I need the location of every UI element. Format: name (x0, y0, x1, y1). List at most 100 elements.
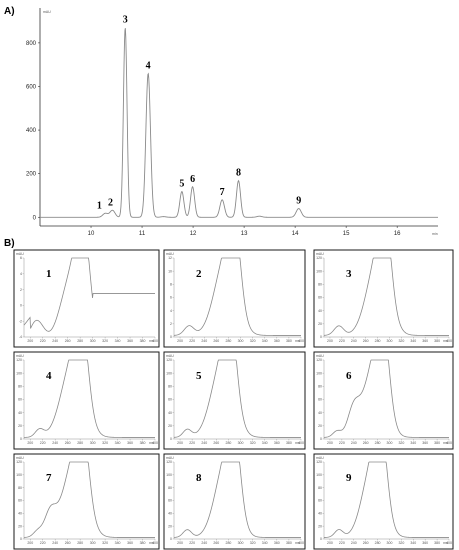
spectrum-x-unit: nm (295, 441, 300, 445)
spectrum-x-tick-label: 340 (115, 541, 121, 545)
peak-label-6: 6 (190, 174, 195, 185)
spectrum-y-tick-label: 60 (18, 398, 22, 402)
spectrum-x-tick-label: 320 (102, 541, 108, 545)
spectrum-x-tick-label: 340 (115, 441, 121, 445)
spectrum-label-5: 5 (196, 370, 202, 382)
spectrum-y-tick-label: 20 (18, 524, 22, 528)
spectrum-x-tick-label: 260 (363, 541, 369, 545)
spectrum-y-tick-label: 2 (170, 322, 172, 326)
spectrum-x-tick-label: 220 (40, 441, 46, 445)
spectrum-label-6: 6 (346, 370, 352, 382)
spectrum-x-tick-label: 260 (65, 441, 71, 445)
spectrum-x-tick-label: 200 (327, 541, 333, 545)
spectrum-y-tick-label: 40 (18, 512, 22, 516)
x-tick-label: 12 (190, 231, 197, 237)
spectrum-x-tick-label: 320 (398, 441, 404, 445)
spectrum-x-tick-label: 200 (177, 339, 183, 343)
spectrum-y-tick-label: 0 (170, 437, 172, 441)
spectrum-panel-1: 6 4 2 0 -2 -4 mAU 200 220 240 260 280 300 320 340 360 38… (13, 249, 160, 348)
spectrum-x-tick-label: 400 (298, 441, 304, 445)
spectrum-x-tick-label: 360 (274, 339, 280, 343)
spectrum-label-8: 8 (196, 472, 202, 484)
spectrum-y-tick-label: 120 (316, 460, 322, 464)
spectrum-y-tick-label: 0 (320, 335, 322, 339)
spectrum-x-tick-label: 380 (140, 441, 146, 445)
spectrum-x-tick-label: 400 (152, 441, 158, 445)
spectrum-x-tick-label: 240 (201, 339, 207, 343)
spectrum-x-tick-label: 400 (152, 339, 158, 343)
y-axis-label: mAU (43, 10, 51, 14)
spectrum-label-1: 1 (46, 268, 52, 280)
spectrum-y-tick-label: 20 (168, 424, 172, 428)
x-tick-label: 16 (394, 231, 401, 237)
spectrum-x-tick-label: 300 (90, 339, 96, 343)
spectrum-y-tick-label: 0 (20, 537, 22, 541)
spectrum-x-tick-label: 280 (375, 441, 381, 445)
spectrum-y-tick-label: 60 (168, 499, 172, 503)
spectrum-y-tick-label: 100 (16, 371, 22, 375)
spectrum-x-tick-label: 200 (327, 441, 333, 445)
spectrum-x-tick-label: 300 (387, 441, 393, 445)
spectrum-y-tick-label: 40 (168, 411, 172, 415)
spectrum-y-tick-label: 40 (168, 512, 172, 516)
spectrum-y-unit: mAU (166, 456, 174, 460)
spectrum-trace (173, 359, 301, 438)
spectrum-y-unit: mAU (316, 354, 324, 358)
spectrum-frame (13, 351, 160, 450)
spectrum-y-tick-label: 120 (166, 460, 172, 464)
spectrum-frame (13, 249, 160, 348)
spectrum-y-tick-label: 100 (16, 473, 22, 477)
spectrum-y-tick-label: -4 (19, 335, 22, 339)
spectrum-x-tick-label: 340 (115, 339, 121, 343)
spectrum-x-tick-label: 380 (286, 339, 292, 343)
spectrum-x-tick-label: 340 (410, 441, 416, 445)
spectrum-y-tick-label: 0 (170, 537, 172, 541)
y-tick-label: 800 (26, 41, 37, 47)
spectrum-trace (23, 257, 155, 332)
spectrum-x-tick-label: 240 (351, 441, 357, 445)
spectrum-x-tick-label: 300 (90, 541, 96, 545)
spectrum-y-tick-label: 80 (18, 385, 22, 389)
spectrum-x-tick-label: 320 (398, 339, 404, 343)
peak-label-7: 7 (220, 187, 225, 198)
peak-label-8: 8 (236, 168, 241, 179)
spectrum-x-tick-label: 300 (238, 541, 244, 545)
spectrum-x-tick-label: 360 (127, 541, 133, 545)
spectrum-x-tick-label: 360 (127, 441, 133, 445)
spectrum-y-tick-label: 12 (168, 256, 172, 260)
spectrum-y-tick-label: 0 (20, 304, 22, 308)
spectrum-y-tick-label: 120 (316, 358, 322, 362)
spectrum-x-tick-label: 400 (446, 339, 452, 343)
spectrum-x-tick-label: 320 (250, 339, 256, 343)
spectrum-x-tick-label: 360 (274, 541, 280, 545)
spectrum-y-tick-label: 120 (166, 358, 172, 362)
spectrum-y-unit: mAU (166, 354, 174, 358)
spectrum-y-tick-label: 80 (318, 486, 322, 490)
spectrum-x-tick-label: 280 (226, 339, 232, 343)
y-tick-label: 400 (26, 128, 37, 134)
spectrum-x-tick-label: 200 (27, 441, 33, 445)
spectrum-x-tick-label: 360 (274, 441, 280, 445)
spectrum-x-tick-label: 200 (177, 441, 183, 445)
spectrum-x-tick-label: 220 (189, 441, 195, 445)
spectrum-y-tick-label: 0 (320, 437, 322, 441)
spectrum-x-tick-label: 280 (77, 339, 83, 343)
spectrum-y-unit: mAU (16, 456, 24, 460)
spectrum-x-tick-label: 200 (27, 541, 33, 545)
chromatogram-trace (40, 28, 438, 218)
spectrum-y-tick-label: 20 (168, 524, 172, 528)
spectrum-x-tick-label: 300 (387, 541, 393, 545)
spectrum-y-tick-label: 6 (20, 256, 22, 260)
spectrum-x-tick-label: 360 (422, 339, 428, 343)
spectrum-frame (313, 249, 454, 348)
spectrum-label-3: 3 (346, 268, 352, 280)
spectrum-y-tick-label: 100 (166, 473, 172, 477)
spectrum-x-unit: nm (149, 441, 154, 445)
spectrum-x-tick-label: 260 (363, 339, 369, 343)
spectrum-trace (323, 257, 449, 336)
